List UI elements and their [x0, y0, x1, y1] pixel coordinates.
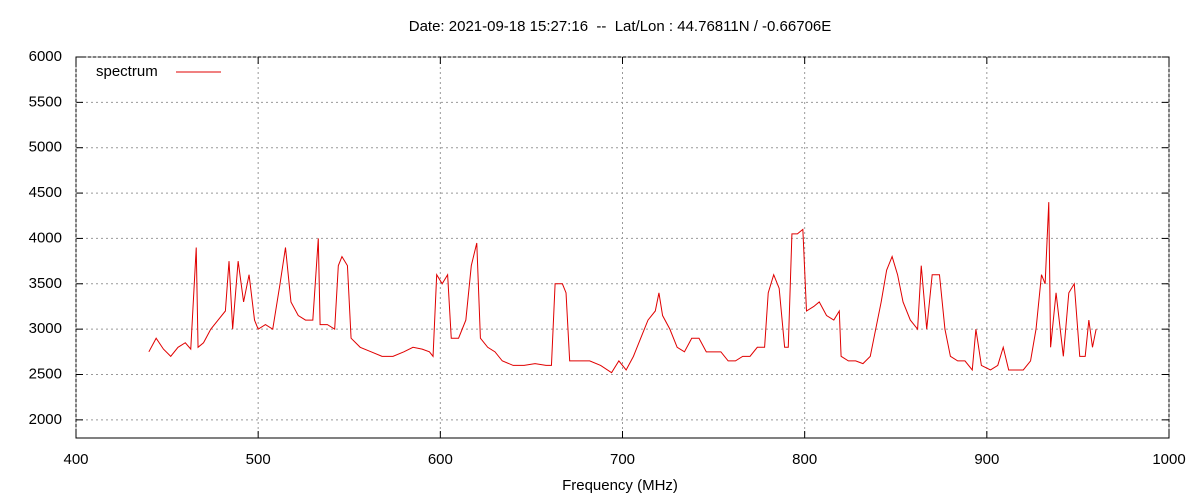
y-tick-label: 5500 [29, 93, 62, 110]
x-tick-label: 500 [246, 451, 271, 468]
legend-label: spectrum [96, 63, 158, 80]
y-tick-label: 2000 [29, 411, 62, 428]
x-tick-label: 800 [792, 451, 817, 468]
y-tick-label: 5000 [29, 139, 62, 156]
x-tick-label: 1000 [1152, 451, 1185, 468]
y-tick-label: 4500 [29, 184, 62, 201]
y-tick-label: 2500 [29, 365, 62, 382]
y-tick-label: 3500 [29, 275, 62, 292]
x-tick-label: 600 [428, 451, 453, 468]
chart-title: Date: 2021-09-18 15:27:16 -- Lat/Lon : 4… [409, 18, 832, 35]
x-tick-label: 900 [974, 451, 999, 468]
y-tick-label: 6000 [29, 48, 62, 65]
data-line [148, 202, 1097, 374]
x-axis-label: Frequency (MHz) [562, 477, 678, 494]
y-tick-label: 4000 [29, 229, 62, 246]
x-tick-label: 400 [63, 451, 88, 468]
x-tick-label: 700 [610, 451, 635, 468]
y-tick-label: 3000 [29, 320, 62, 337]
